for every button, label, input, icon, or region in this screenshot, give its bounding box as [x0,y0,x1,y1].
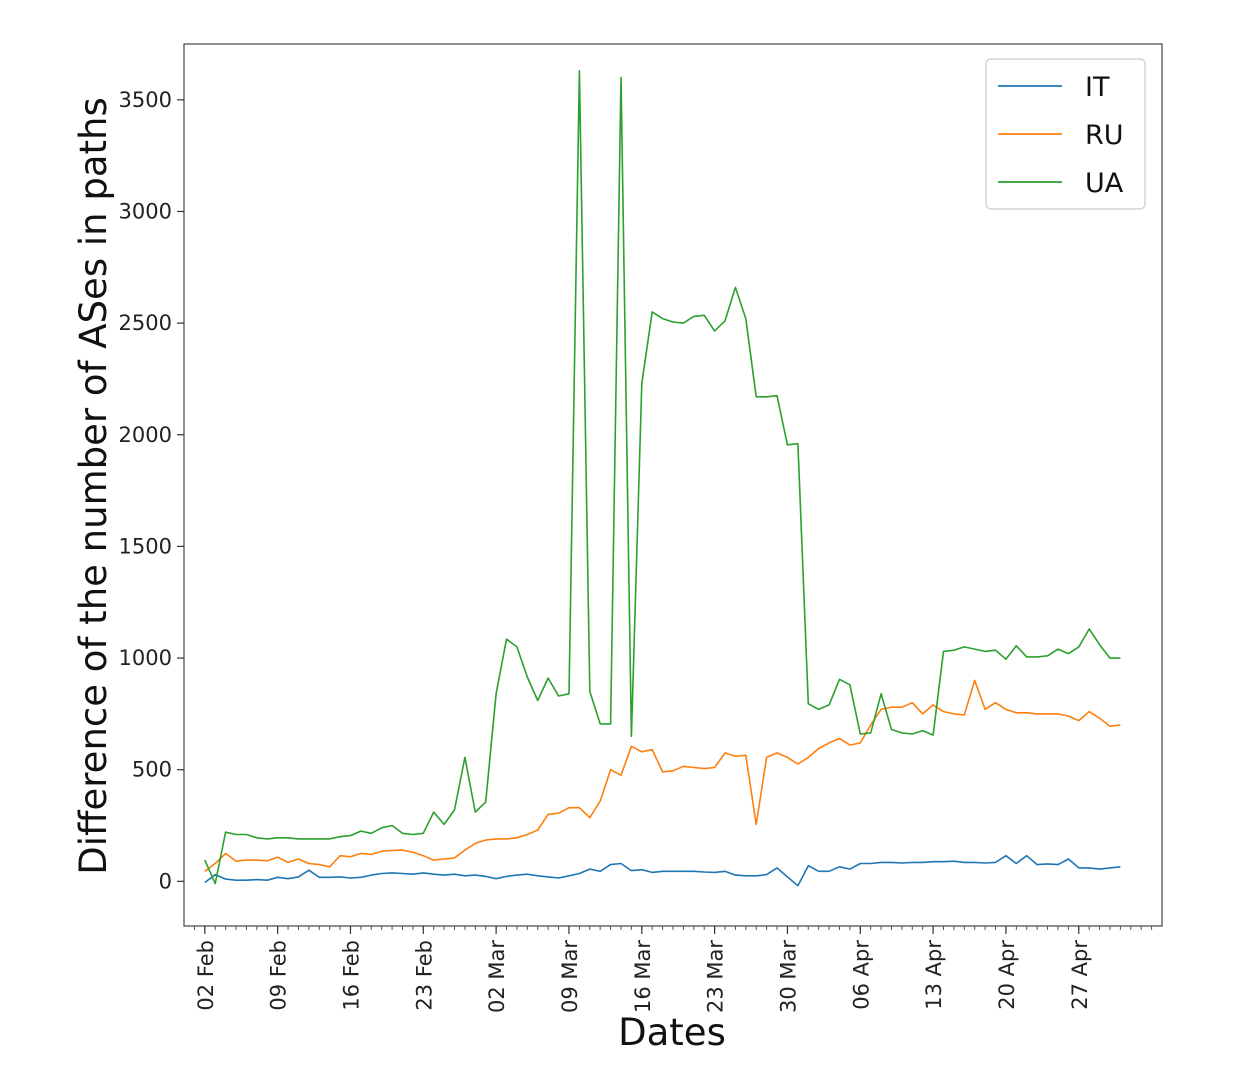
x-tick-label: 16 Feb [339,940,363,1011]
series-line-it [204,854,1121,887]
x-tick-label: 02 Feb [194,940,218,1011]
y-tick-label: 3500 [119,88,172,112]
legend-label-it: IT [1085,72,1110,103]
legend-label-ua: UA [1085,168,1124,199]
y-tick-label: 2500 [119,311,172,335]
x-tick-label: 02 Mar [485,940,509,1013]
y-tick-label: 500 [132,758,172,782]
x-tick-label: 30 Mar [776,940,800,1013]
legend-box [985,58,1146,210]
x-axis-label: Dates [618,1011,726,1054]
y-axis-label: Difference of the number of ASes in path… [72,97,115,875]
y-tick-label: 0 [159,869,172,893]
series-line-ua [204,70,1121,885]
series-line-ru [204,679,1121,872]
x-tick-label: 13 Apr [922,940,946,1010]
x-tick-label: 23 Mar [704,940,728,1013]
x-tick-label: 09 Mar [558,940,582,1013]
legend: IT RU UA [985,58,1146,210]
legend-label-ru: RU [1085,120,1124,151]
x-tick-label: 23 Feb [412,940,436,1011]
x-tick-label: 06 Apr [849,940,873,1010]
y-tick-label: 2000 [119,423,172,447]
axes: 0 500 1000 1500 2000 2500 3000 3500 02 Feb 09 Feb… [119,43,1163,1013]
y-tick-label: 3000 [119,199,172,223]
x-tick-label: 09 Feb [267,940,291,1011]
y-tick-label: 1000 [119,646,172,670]
x-tick-label: 27 Apr [1068,940,1092,1010]
plot-area [204,70,1121,887]
y-tick-label: 1500 [119,534,172,558]
x-tick-label: 20 Apr [995,940,1019,1010]
x-tick-label: 16 Mar [631,940,655,1013]
